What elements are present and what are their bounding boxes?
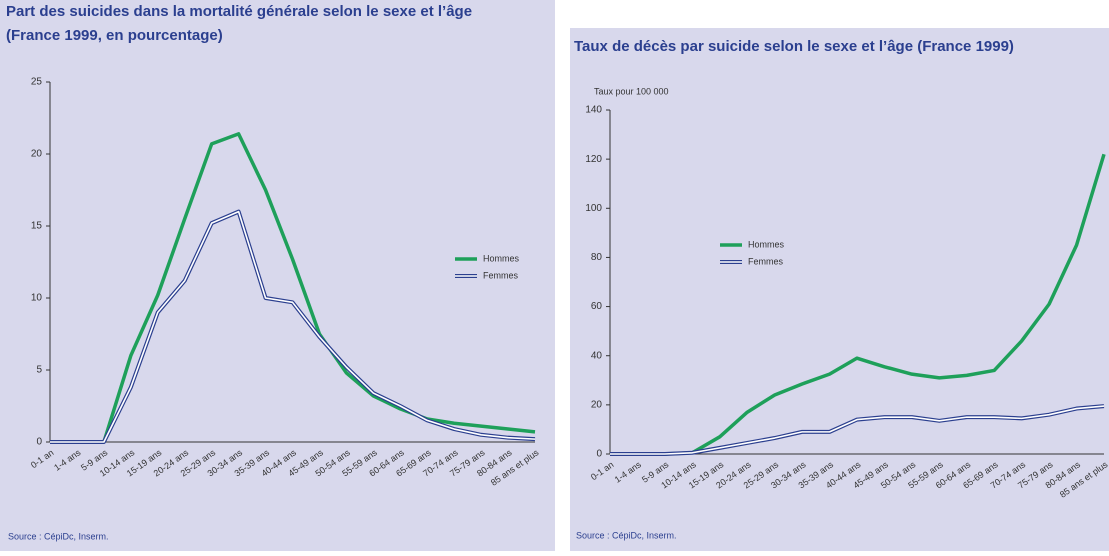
y-tick-label: 25 bbox=[31, 77, 43, 88]
y-tick-label: 10 bbox=[31, 293, 43, 304]
legend-label: Femmes bbox=[748, 256, 784, 266]
y-tick-label: 120 bbox=[585, 154, 602, 165]
chart-title: Taux de décès par suicide selon le sexe … bbox=[574, 38, 1014, 55]
source: Source : CépiDc, Inserm. bbox=[8, 531, 109, 541]
y-tick-label: 0 bbox=[596, 449, 602, 460]
y-tick-label: 140 bbox=[585, 105, 602, 116]
y-tick-label: 40 bbox=[591, 350, 603, 361]
line-series bbox=[50, 132, 536, 444]
y-tick-label: 20 bbox=[591, 399, 603, 410]
legend-label: Femmes bbox=[483, 270, 519, 280]
chart-title: Part des suicides dans la mortalité géné… bbox=[6, 3, 472, 20]
y-tick-label: 100 bbox=[585, 203, 602, 214]
y-tick-label: 5 bbox=[36, 365, 42, 376]
y-tick-label: 20 bbox=[31, 149, 43, 160]
line-series-inner bbox=[610, 405, 1105, 455]
y-tick-label: 0 bbox=[36, 437, 42, 448]
y-axis-label: Taux pour 100 000 bbox=[594, 86, 669, 96]
panel bbox=[570, 28, 1109, 551]
y-tick-label: 60 bbox=[591, 301, 603, 312]
line-series-inner bbox=[50, 210, 536, 443]
y-tick-label: 80 bbox=[591, 252, 603, 263]
source: Source : CépiDc, Inserm. bbox=[576, 530, 677, 540]
y-tick-label: 15 bbox=[31, 221, 43, 232]
legend-label: Hommes bbox=[748, 239, 785, 249]
chart-subtitle: (France 1999, en pourcentage) bbox=[6, 27, 223, 44]
legend-label: Hommes bbox=[483, 253, 520, 263]
